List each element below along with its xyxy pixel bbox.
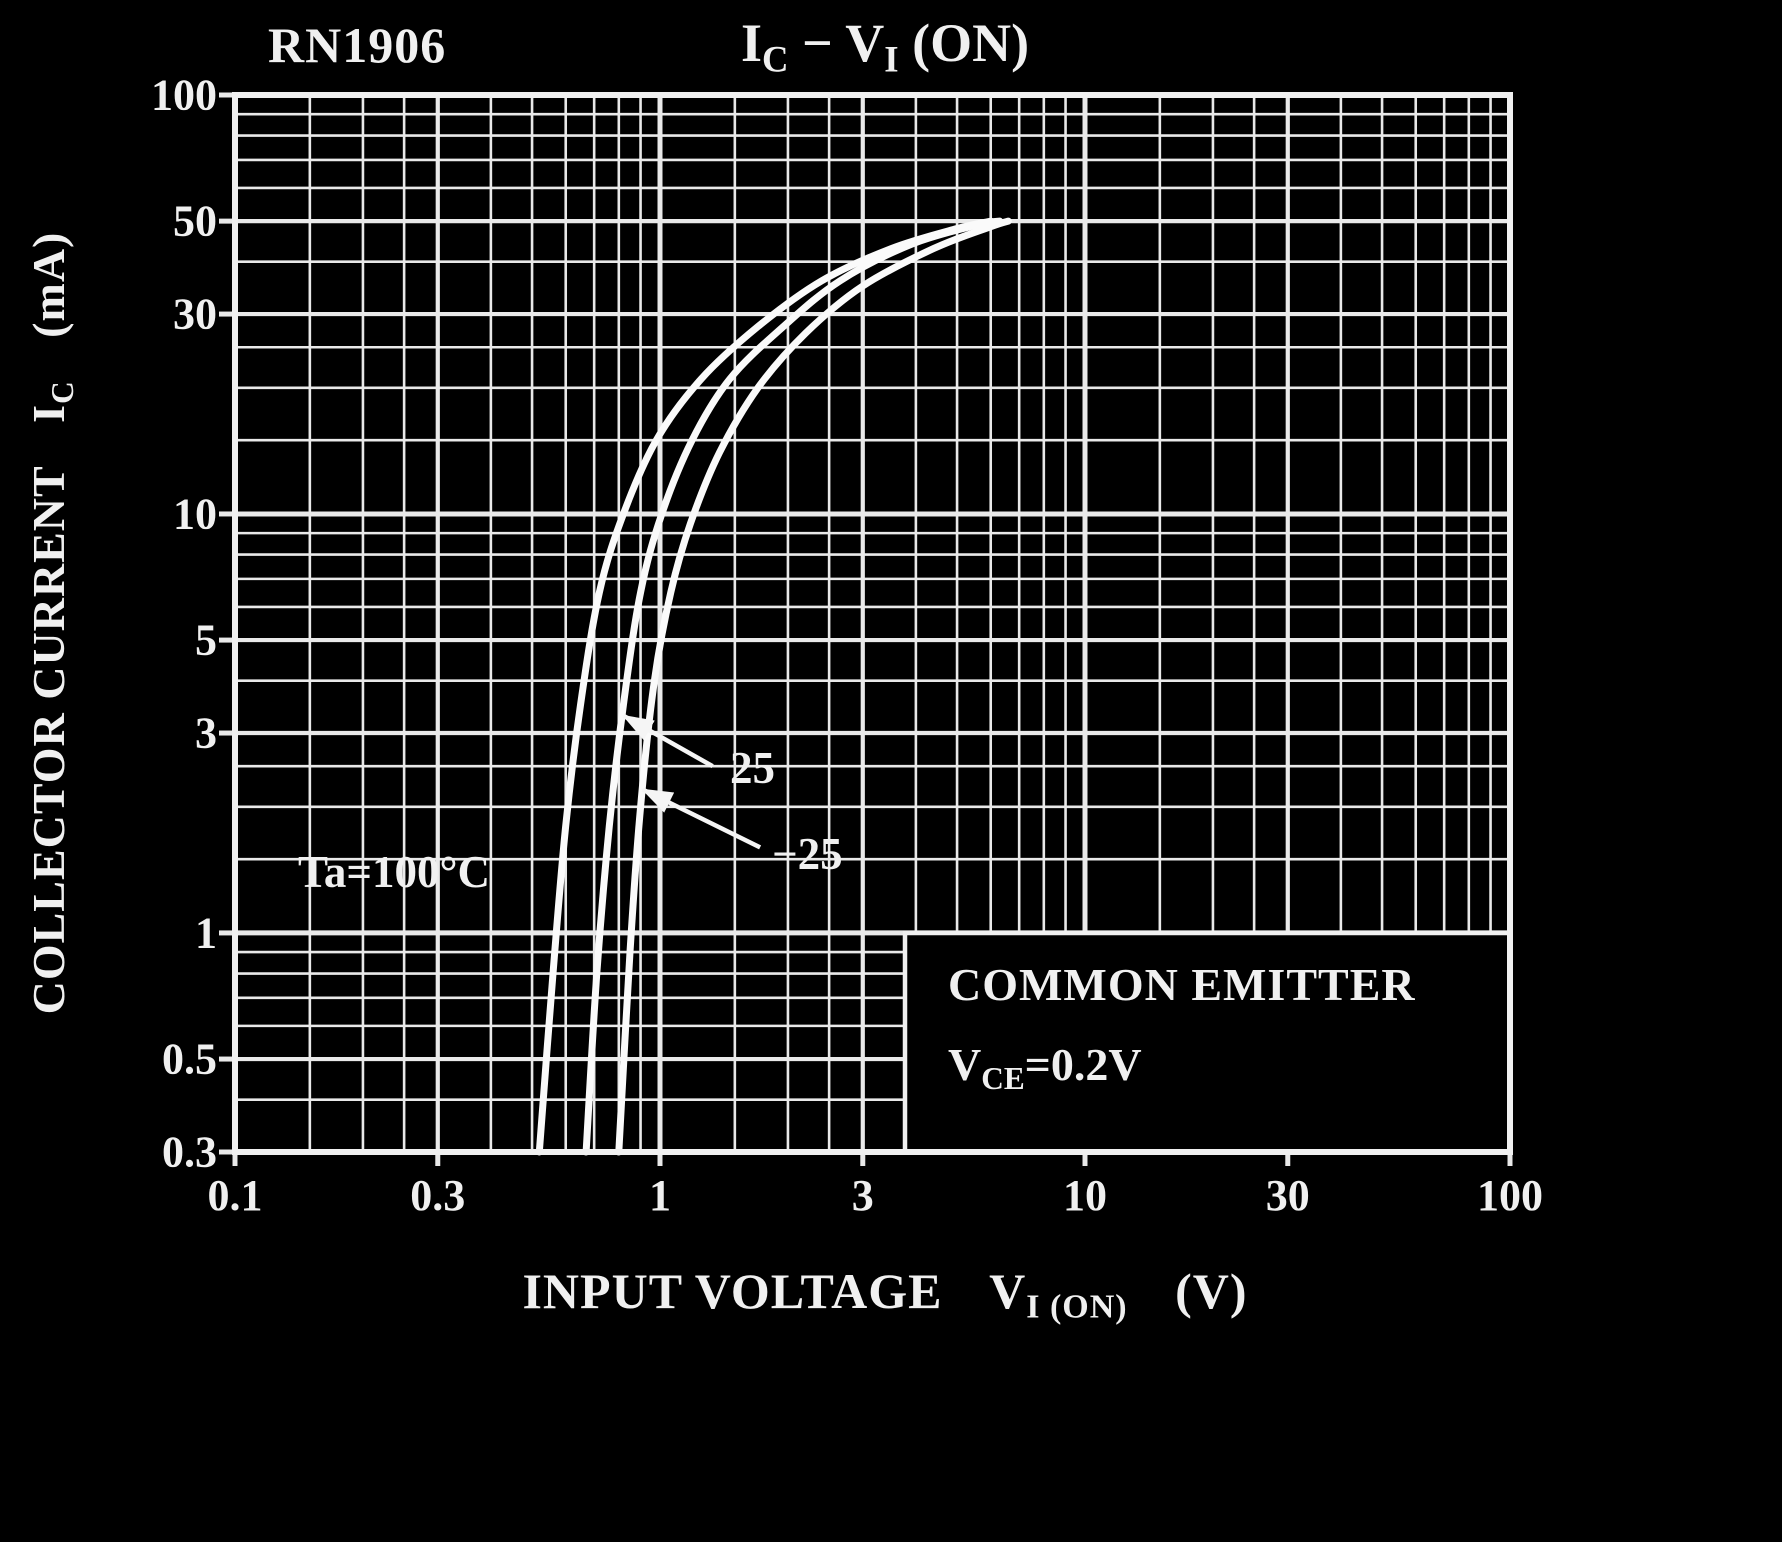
condition-configuration: COMMON EMITTER: [948, 959, 1416, 1010]
plot-border: [232, 92, 1513, 1155]
y-tick-label: 100: [151, 70, 217, 120]
label-ta-100c: Ta=100°C: [298, 847, 491, 897]
label-25c: 25: [730, 743, 775, 793]
x-tick-label: 0.1: [207, 1171, 263, 1220]
y-tick-label: 30: [173, 289, 217, 339]
x-tick-label: 3: [851, 1171, 874, 1220]
title-suffix: (ON): [912, 13, 1030, 73]
label-minus-25c: −25: [772, 829, 843, 879]
y-axis-unit: (mA): [23, 231, 74, 338]
x-tick-label: 0.3: [410, 1171, 466, 1220]
x-axis-unit: (V): [1175, 1263, 1248, 1319]
x-axis-title: INPUT VOLTAGE VI (ON) (V): [522, 1262, 1247, 1327]
annotation-arrow-1: [640, 787, 762, 850]
y-tick-label: 50: [173, 196, 217, 246]
curve-series-1: [582, 217, 1004, 1156]
y-tick-label: 3: [195, 708, 217, 758]
curve-series-2: [615, 217, 1012, 1156]
x-tick-label: 10: [1063, 1171, 1107, 1220]
x-axis-title-text: INPUT VOLTAGE: [522, 1263, 943, 1319]
y-tick-label: 0.5: [162, 1034, 217, 1084]
title-symbol-vi: VI: [845, 13, 899, 80]
condition-box: [902, 930, 1513, 1155]
y-axis-symbol: IC: [23, 380, 80, 423]
x-axis-symbol: VI (ON): [989, 1263, 1128, 1326]
y-axis-title-text: COLLECTOR CURRENT: [23, 465, 74, 1015]
title-symbol-ic: IC: [740, 13, 789, 80]
y-tick-label: 1: [195, 908, 217, 958]
x-tick-label: 100: [1477, 1171, 1543, 1220]
condition-box-frame: [902, 930, 1513, 1155]
annotation-arrows: [621, 713, 762, 850]
x-tick-label: 30: [1265, 1171, 1310, 1220]
condition-vce: VCE=0.2V: [948, 1039, 1142, 1096]
data-curves: [535, 217, 1012, 1156]
y-axis-title: COLLECTOR CURRENT IC (mA): [22, 23, 82, 1223]
y-tick-label: 10: [173, 489, 217, 539]
chart-title: IC − VI (ON): [741, 12, 1029, 80]
y-tick-label: 0.3: [162, 1127, 217, 1177]
part-number: RN1906: [268, 17, 447, 73]
annotation-arrow-0: [621, 713, 714, 769]
title-separator: −: [801, 13, 833, 73]
curve-series-0: [535, 217, 995, 1156]
y-tick-label: 5: [195, 615, 217, 665]
x-tick-label: 1: [649, 1171, 671, 1220]
